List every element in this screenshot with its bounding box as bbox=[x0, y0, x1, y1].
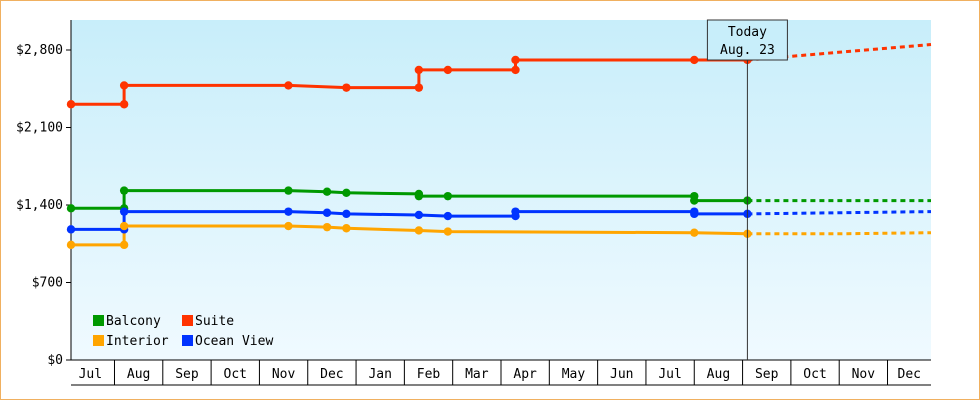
data-point-balcony[interactable] bbox=[690, 196, 699, 205]
data-point-interior[interactable] bbox=[342, 224, 351, 233]
data-point-suite[interactable] bbox=[690, 55, 699, 65]
data-point-interior[interactable] bbox=[414, 226, 424, 235]
legend-label-ocean-view: Ocean View bbox=[195, 334, 273, 349]
y-axis: $0 $700 $1,400 $2,100 $2,800 bbox=[16, 20, 72, 368]
x-tick-label: Dec bbox=[898, 367, 921, 382]
x-tick-label: Apr bbox=[513, 367, 537, 382]
data-point-interior[interactable] bbox=[322, 222, 332, 232]
data-point-balcony[interactable] bbox=[284, 186, 293, 195]
forecast-line-interior bbox=[747, 231, 932, 236]
data-point-suite[interactable] bbox=[342, 83, 351, 92]
data-point-interior[interactable] bbox=[690, 228, 699, 237]
x-tick-label: Sep bbox=[175, 367, 199, 382]
today-marker: Today Aug. 23 bbox=[706, 19, 788, 360]
legend-swatch-balcony bbox=[93, 315, 104, 326]
data-point-suite[interactable] bbox=[119, 100, 129, 109]
data-point-suite[interactable] bbox=[414, 65, 424, 75]
x-tick-label: Jul bbox=[658, 367, 681, 382]
data-point-ocean-view[interactable] bbox=[119, 207, 129, 216]
x-tick-label: Oct bbox=[803, 367, 826, 382]
x-tick-label: Jun bbox=[610, 367, 633, 382]
x-tick-label: Dec bbox=[320, 367, 343, 382]
data-point-interior[interactable] bbox=[443, 227, 453, 236]
x-tick-label: Jul bbox=[79, 367, 102, 382]
data-point-interior[interactable] bbox=[119, 240, 129, 250]
series-markers bbox=[66, 55, 752, 250]
x-tick-label: Feb bbox=[417, 367, 441, 382]
data-point-ocean-view[interactable] bbox=[511, 207, 520, 216]
forecast-line-ocean-view bbox=[747, 210, 932, 216]
legend-label-suite: Suite bbox=[195, 314, 234, 329]
today-box bbox=[706, 19, 788, 61]
data-point-ocean-view[interactable] bbox=[322, 208, 332, 217]
x-tick-label: Aug bbox=[127, 367, 150, 382]
legend-label-interior: Interior bbox=[106, 334, 169, 349]
data-point-interior[interactable] bbox=[119, 221, 129, 231]
data-point-suite[interactable] bbox=[284, 81, 293, 90]
data-point-interior[interactable] bbox=[66, 240, 76, 250]
today-label: Today bbox=[728, 25, 767, 40]
legend-swatch-ocean-view bbox=[182, 335, 193, 346]
x-tick-label: Nov bbox=[272, 367, 296, 382]
today-date: Aug. 23 bbox=[720, 43, 775, 58]
x-tick-label: May bbox=[562, 367, 586, 382]
data-point-suite[interactable] bbox=[414, 83, 424, 92]
data-point-suite[interactable] bbox=[66, 100, 76, 109]
data-point-ocean-view[interactable] bbox=[690, 209, 699, 219]
x-tick-label: Sep bbox=[755, 367, 779, 382]
data-point-suite[interactable] bbox=[119, 81, 129, 90]
data-point-ocean-view[interactable] bbox=[284, 207, 293, 216]
legend: Balcony Suite Interior Ocean View bbox=[93, 314, 273, 349]
data-point-balcony[interactable] bbox=[119, 186, 129, 195]
data-point-suite[interactable] bbox=[443, 65, 453, 75]
data-point-balcony[interactable] bbox=[342, 188, 351, 198]
legend-swatch-suite bbox=[182, 315, 193, 326]
data-point-ocean-view[interactable] bbox=[414, 210, 424, 220]
data-point-suite[interactable] bbox=[511, 65, 520, 75]
x-tick-label: Jan bbox=[368, 367, 391, 382]
y-tick-label: $0 bbox=[47, 353, 63, 368]
data-point-interior[interactable] bbox=[284, 221, 293, 231]
x-tick-label: Oct bbox=[224, 367, 247, 382]
x-tick-label: Aug bbox=[707, 367, 730, 382]
data-point-balcony[interactable] bbox=[322, 187, 332, 196]
y-tick-label: $2,800 bbox=[16, 43, 63, 58]
y-tick-label: $1,400 bbox=[16, 198, 63, 213]
data-point-suite[interactable] bbox=[511, 55, 520, 65]
legend-swatch-interior bbox=[93, 335, 104, 346]
x-axis: Jul Aug Sep Oct Nov Dec Jan Feb Mar Apr May Jun Jul A… bbox=[71, 359, 931, 386]
data-point-ocean-view[interactable] bbox=[66, 225, 76, 234]
data-point-balcony[interactable] bbox=[414, 191, 424, 201]
data-point-ocean-view[interactable] bbox=[342, 209, 351, 219]
series-line-interior bbox=[71, 224, 748, 247]
data-point-balcony[interactable] bbox=[443, 191, 453, 201]
x-tick-label: Mar bbox=[465, 367, 489, 382]
legend-label-balcony: Balcony bbox=[106, 314, 161, 329]
y-tick-label: $700 bbox=[32, 276, 63, 291]
y-tick-label: $2,100 bbox=[16, 121, 63, 136]
data-point-balcony[interactable] bbox=[66, 204, 76, 213]
data-point-ocean-view[interactable] bbox=[443, 211, 453, 221]
x-tick-label: Nov bbox=[852, 367, 876, 382]
